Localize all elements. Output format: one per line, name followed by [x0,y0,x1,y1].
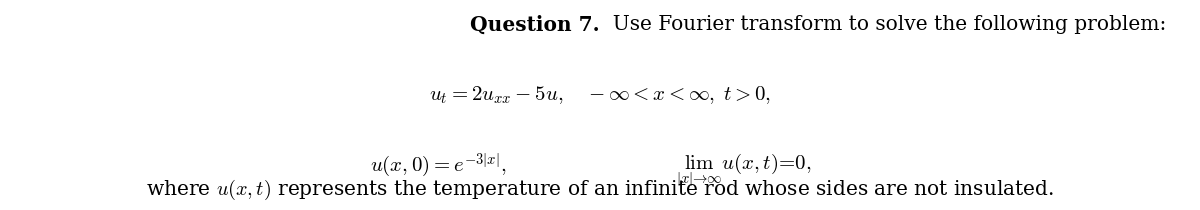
Text: $u_t = 2u_{xx} - 5u, \quad -\infty < x < \infty, \; t > 0,$: $u_t = 2u_{xx} - 5u, \quad -\infty < x <… [428,84,772,106]
Text: Question 7.: Question 7. [470,15,600,35]
Text: where $u(x, t)$ represents the temperature of an infinite rod whose sides are no: where $u(x, t)$ represents the temperatu… [146,177,1054,202]
Text: Use Fourier transform to solve the following problem:: Use Fourier transform to solve the follo… [600,15,1166,34]
Text: $u(x, 0) = e^{-3|x|},$: $u(x, 0) = e^{-3|x|},$ [370,151,506,179]
Text: $\lim_{|x|\to\infty} u(x, t) = 0,$: $\lim_{|x|\to\infty} u(x, t) = 0,$ [677,151,811,188]
